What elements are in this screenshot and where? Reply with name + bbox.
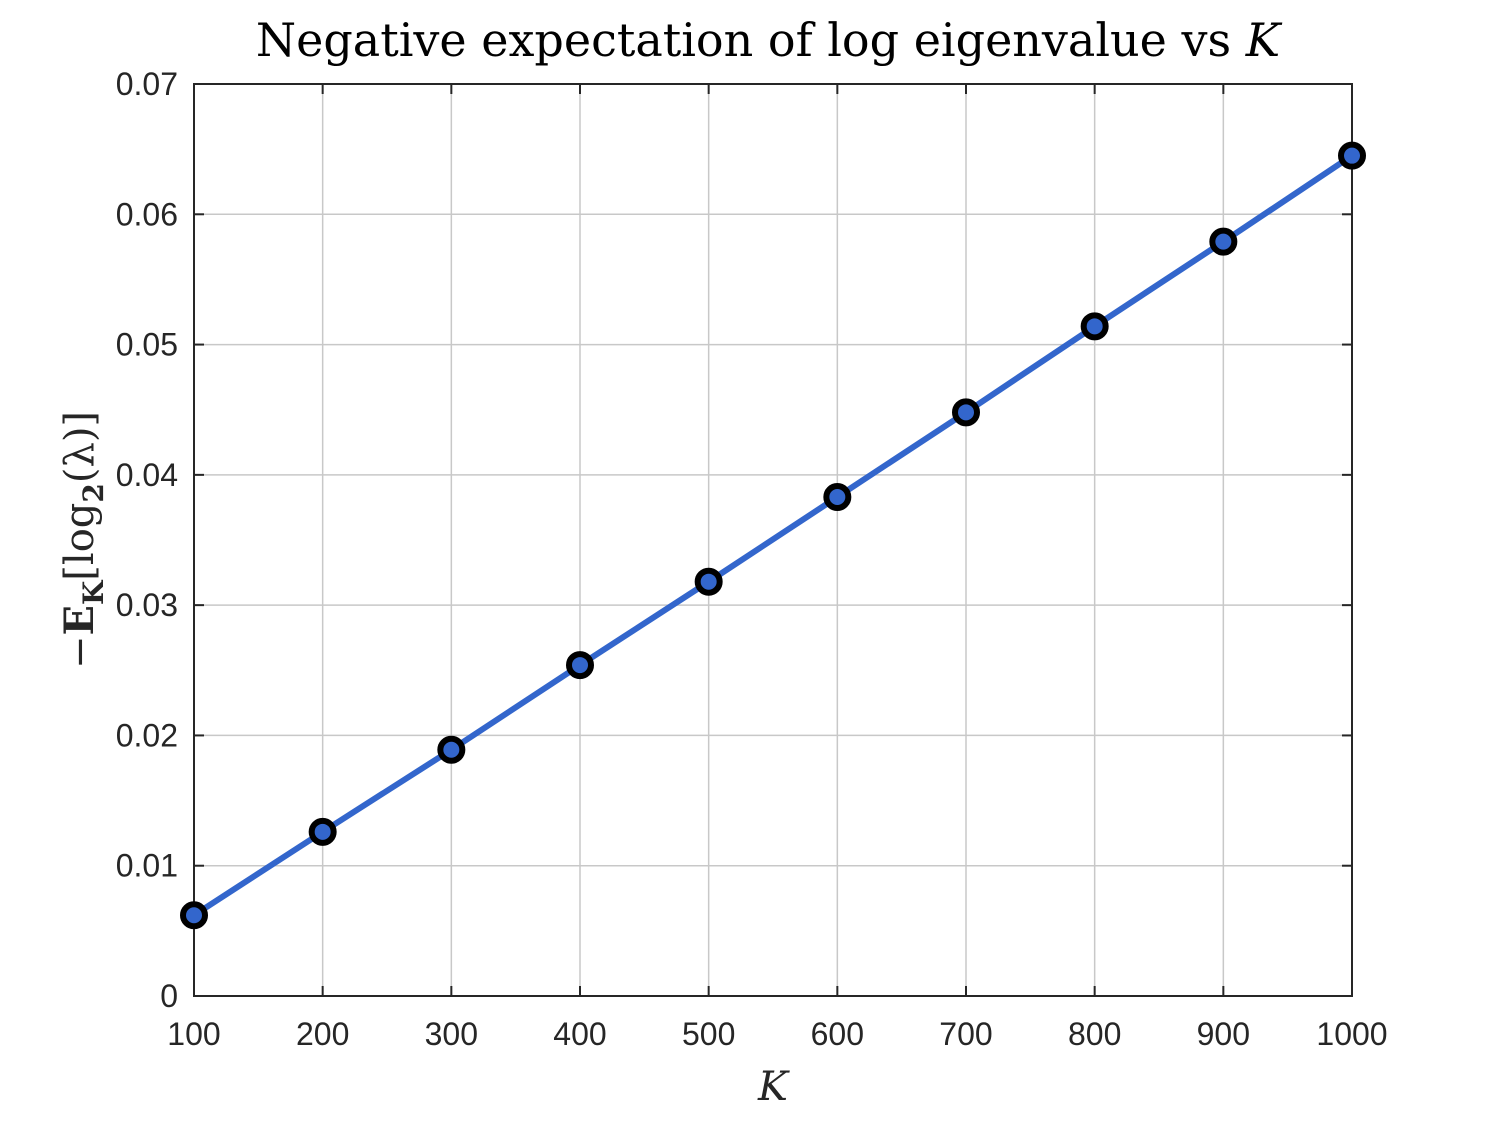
y-axis-label: −EK[log2(λ)] <box>56 411 110 669</box>
y-axis-label-log: [log <box>57 503 103 581</box>
y-tick-label: 0.06 <box>116 196 178 232</box>
y-tick-label: 0.02 <box>116 717 178 753</box>
data-point <box>694 567 723 596</box>
x-tick-label: 200 <box>296 1016 349 1052</box>
x-tick-label: 500 <box>682 1016 735 1052</box>
y-tick-label: 0.01 <box>116 848 178 884</box>
y-tick-labels: 0 0.01 0.02 0.03 0.04 0.05 0.06 0.07 <box>116 66 178 1014</box>
x-tick-label: 600 <box>811 1016 864 1052</box>
y-tick-label: 0.07 <box>116 66 178 102</box>
data-point <box>1338 141 1366 170</box>
y-axis-label-lambda: (λ)] <box>57 411 103 483</box>
x-tick-label: 100 <box>167 1016 220 1052</box>
x-axis-label: K <box>757 1064 790 1110</box>
axes-box <box>193 83 1353 997</box>
x-tick-label: 900 <box>1197 1016 1250 1052</box>
y-tick-label: 0 <box>160 978 178 1014</box>
x-tick-label: 800 <box>1068 1016 1121 1052</box>
data-point <box>1209 227 1238 256</box>
y-tick-label: 0.05 <box>116 327 178 363</box>
data-point <box>308 817 337 846</box>
y-axis-label-minus: − <box>57 636 103 670</box>
data-point <box>180 901 208 930</box>
x-tick-label: 400 <box>553 1016 606 1052</box>
x-tick-label: 300 <box>425 1016 478 1052</box>
chart-title-text: Negative expectation of log eigenvalue v… <box>256 13 1246 67</box>
x-tick-labels: 100 200 300 400 500 600 700 800 900 1000 <box>167 1016 1387 1052</box>
y-axis-label-subscript-2: 2 <box>77 483 110 502</box>
series-markers <box>180 141 1366 930</box>
y-axis-label-subscript-k: K <box>77 579 110 605</box>
y-axis-label-e: E <box>56 605 103 636</box>
chart-title-variable: K <box>1245 13 1283 67</box>
data-point <box>566 651 594 680</box>
y-tick-label: 0.03 <box>116 587 178 623</box>
data-point <box>437 735 466 764</box>
x-tick-label: 1000 <box>1316 1016 1387 1052</box>
series-line <box>191 152 1355 919</box>
series <box>180 141 1366 930</box>
data-point <box>952 398 980 427</box>
x-tick-label: 700 <box>939 1016 992 1052</box>
data-point <box>1080 312 1109 341</box>
data-point <box>823 483 852 512</box>
chart-title: Negative expectation of log eigenvalue v… <box>256 13 1283 67</box>
y-tick-label: 0.04 <box>116 457 178 493</box>
